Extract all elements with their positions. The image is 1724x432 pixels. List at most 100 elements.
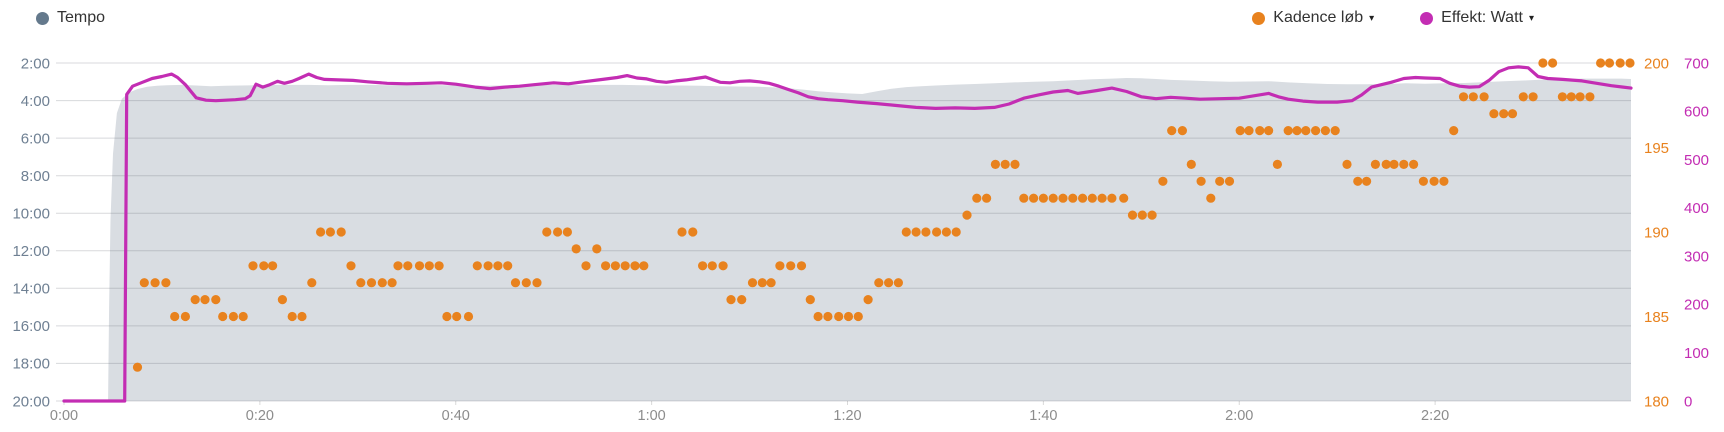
cadence-dot — [238, 311, 248, 322]
cadence-dot — [1311, 126, 1321, 136]
cadence-dot — [1038, 193, 1048, 203]
cadence-dot — [1566, 92, 1576, 102]
legend-cadence-dropdown[interactable]: Kadence løb ▾ — [1252, 9, 1374, 27]
power-tick-label: 300 — [1684, 248, 1709, 265]
cadence-dot — [346, 261, 356, 271]
cadence-dot — [1538, 58, 1548, 68]
tempo-legend-label: Tempo — [57, 9, 106, 26]
cadence-dot — [982, 193, 992, 203]
cadence-dot — [532, 278, 542, 288]
cadence-dot — [1177, 126, 1187, 136]
cadence-dot — [1585, 92, 1595, 102]
cadence-dot — [775, 261, 785, 271]
cadence-dot — [1119, 193, 1129, 203]
pace-tick-label: 12:00 — [12, 243, 50, 260]
cadence-dot — [893, 278, 904, 288]
cadence-dot — [424, 261, 434, 271]
cadence-dot — [356, 278, 366, 288]
cadence-dot — [521, 278, 531, 288]
chevron-down-icon: ▾ — [1528, 12, 1534, 24]
cadence-dot — [377, 278, 387, 288]
cadence-dot — [325, 227, 335, 237]
pace-tick-label: 2:00 — [21, 55, 50, 72]
cadence-dot — [677, 227, 687, 237]
cadence-dot — [248, 261, 258, 271]
cadence-dot — [1320, 126, 1330, 136]
cadence-dot — [1264, 126, 1274, 136]
cadence-dot — [1625, 58, 1635, 68]
cadence-dot — [297, 311, 307, 322]
x-tick-label: 1:00 — [638, 408, 666, 424]
cadence-dot — [757, 278, 767, 288]
cadence-dot — [843, 311, 854, 322]
cadence-dot — [493, 261, 503, 271]
cadence-dot — [1215, 176, 1225, 186]
cadence-dot — [403, 261, 413, 271]
pace-tick-label: 16:00 — [12, 318, 50, 335]
cadence-dot — [1068, 193, 1078, 203]
cadence-tick-label: 185 — [1644, 309, 1669, 326]
cadence-dot — [639, 261, 649, 271]
cadence-dot — [1449, 126, 1459, 136]
cadence-dot — [1507, 109, 1518, 119]
pace-tick-label: 14:00 — [12, 281, 50, 298]
cadence-dot — [1557, 92, 1567, 102]
cadence-dot — [510, 278, 521, 288]
cadence-dot — [592, 244, 602, 254]
cadence-dot — [259, 261, 269, 271]
cadence-legend-dot-icon — [1252, 11, 1266, 25]
tempo-legend-dot-icon — [36, 11, 49, 25]
cadence-dot — [472, 261, 482, 271]
cadence-dot — [1272, 159, 1282, 169]
cadence-dot — [1196, 176, 1206, 186]
cadence-dot — [1330, 126, 1340, 136]
cadence-dot — [1255, 126, 1265, 136]
cadence-dot — [1292, 126, 1302, 136]
cadence-dot — [1058, 193, 1068, 203]
cadence-dot — [1010, 159, 1020, 169]
power-tick-label: 600 — [1684, 104, 1709, 121]
power-legend-label: Effekt: Watt — [1441, 9, 1523, 26]
cadence-dot — [1596, 58, 1606, 68]
cadence-dot — [990, 159, 1001, 169]
cadence-dot — [1604, 58, 1615, 68]
cadence-dot — [1409, 159, 1419, 169]
cadence-dot — [951, 227, 961, 237]
cadence-dot — [1362, 176, 1372, 186]
cadence-dot — [1439, 176, 1449, 186]
tempo-area — [108, 78, 1632, 401]
cadence-dot — [1167, 126, 1177, 136]
cadence-dot — [277, 295, 287, 305]
cadence-dot — [414, 261, 425, 271]
cadence-dot — [1399, 159, 1409, 169]
cadence-dot — [190, 295, 200, 305]
cadence-dot — [387, 278, 397, 288]
power-tick-label: 100 — [1684, 345, 1709, 362]
cadence-dot — [1000, 159, 1010, 169]
cadence-tick-label: 200 — [1644, 55, 1669, 72]
cadence-dot — [688, 227, 698, 237]
cadence-dot — [170, 311, 180, 322]
legend-power-dropdown[interactable]: Effekt: Watt ▾ — [1420, 9, 1534, 27]
cadence-tick-label: 195 — [1644, 140, 1669, 157]
power-tick-label: 200 — [1684, 297, 1709, 314]
power-tick-label: 500 — [1684, 152, 1709, 169]
cadence-dot — [747, 278, 758, 288]
legend-tempo[interactable]: Tempo — [36, 9, 105, 27]
cadence-dot — [463, 311, 474, 322]
cadence-dot — [972, 193, 982, 203]
cadence-dot — [601, 261, 611, 271]
cadence-dot — [1489, 109, 1499, 119]
cadence-dot — [853, 311, 863, 322]
power-tick-label: 400 — [1684, 200, 1709, 217]
cadence-dot — [1087, 193, 1097, 203]
pace-tick-label: 6:00 — [21, 130, 50, 147]
cadence-dot — [884, 278, 894, 288]
cadence-dot — [707, 261, 717, 271]
cadence-dot — [766, 278, 776, 288]
cadence-dot — [1137, 210, 1147, 220]
pace-tick-label: 10:00 — [12, 205, 50, 222]
cadence-dot — [1186, 159, 1196, 169]
cadence-dot — [718, 261, 728, 271]
